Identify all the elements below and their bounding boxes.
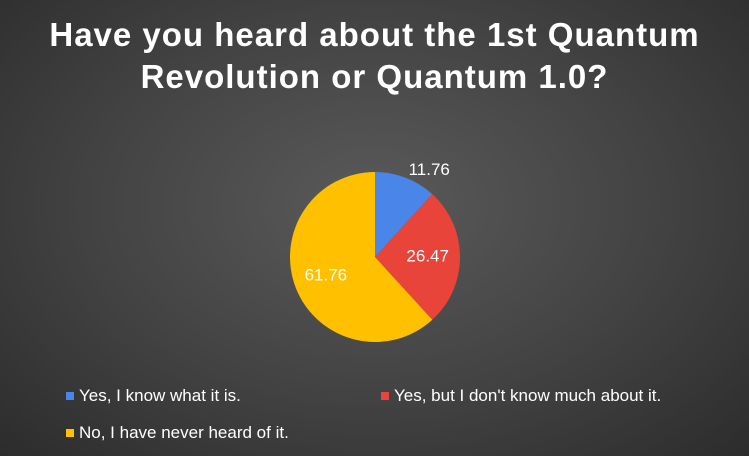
pie-slice-yes-know — [375, 172, 433, 257]
data-label-yes-not-much: 26.47 — [406, 246, 449, 265]
legend-swatch-blue — [66, 392, 74, 400]
legend-label: Yes, I know what it is. — [79, 386, 241, 405]
pie-slice-never-heard — [290, 172, 433, 342]
legend-item-never-heard: No, I have never heard of it. — [66, 423, 289, 443]
chart-title: Have you heard about the 1st Quantum Rev… — [49, 16, 700, 95]
legend-label: No, I have never heard of it. — [79, 423, 289, 442]
legend-item-yes-not-much: Yes, but I don't know much about it. — [381, 386, 661, 406]
data-label-yes-know: 11.76 — [409, 160, 450, 179]
legend-swatch-yellow — [66, 429, 74, 437]
legend-item-yes-know: Yes, I know what it is. — [66, 386, 241, 406]
legend-swatch-red — [381, 392, 389, 400]
pie-slice-yes-not-much — [375, 194, 461, 320]
data-label-never-heard: 61.76 — [305, 266, 348, 285]
legend-label: Yes, but I don't know much about it. — [394, 386, 662, 405]
